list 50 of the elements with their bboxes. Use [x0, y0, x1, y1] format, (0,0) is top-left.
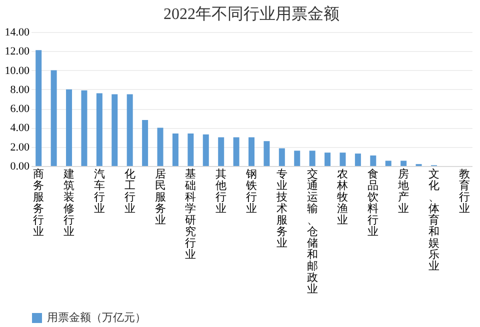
category-label: 文化、体育和娱乐业: [428, 168, 440, 272]
bar: [324, 152, 331, 166]
bar: [218, 137, 224, 166]
bar: [264, 141, 270, 166]
x-tick-label: 钢铁行业: [245, 168, 257, 215]
y-tick-label: 8.00: [10, 84, 30, 96]
bar: [340, 152, 346, 166]
bar: [142, 120, 148, 166]
category-label: 交通运输、仓储和邮政业: [306, 168, 318, 296]
bar: [248, 137, 254, 166]
bar: [233, 137, 240, 166]
bar: [294, 150, 300, 166]
y-tick-label: 14.00: [4, 26, 30, 38]
bar: [157, 128, 164, 166]
bar: [385, 160, 392, 166]
chart-title: 2022年不同行业用票金额: [164, 5, 340, 23]
y-tick-label: 0.00: [10, 160, 30, 172]
y-tick-label: 6.00: [10, 103, 30, 116]
x-tick-label: 基础科学研究行业: [184, 168, 196, 261]
x-tick-label: 居民服务业: [154, 168, 166, 226]
x-tick-label: 专业技术服务业: [275, 168, 288, 250]
bar: [126, 94, 133, 166]
y-tick-label: 12.00: [4, 46, 30, 58]
x-tick-label: 化工行业: [124, 168, 136, 215]
y-tick-label: 10.00: [4, 64, 30, 77]
x-tick-label: 汽车行业: [94, 168, 105, 215]
x-tick-label: 房地产业: [397, 168, 410, 215]
bar: [112, 94, 118, 166]
bar: [202, 134, 209, 166]
x-tick-label: 其他行业: [216, 168, 227, 215]
bar: [81, 90, 88, 166]
bar: [96, 93, 102, 166]
x-tick-label: 农林牧渔业: [336, 168, 348, 226]
x-tick-label: 食品饮料行业: [366, 168, 379, 238]
y-tick-label: 2.00: [10, 141, 30, 154]
bar: [188, 133, 194, 166]
bar: [172, 133, 178, 166]
bar: [400, 160, 407, 166]
bar: [309, 150, 316, 166]
x-tick-label: 建筑装修行业: [62, 168, 75, 238]
bar: [36, 50, 42, 166]
bar: [370, 155, 376, 166]
bar: [278, 148, 285, 166]
y-tick-label: 4.00: [10, 122, 30, 134]
bar: [66, 89, 72, 166]
x-tick-label: 商务服务行业: [33, 168, 44, 238]
bar: [50, 70, 57, 166]
bar: [354, 154, 361, 166]
legend-label: 用票金额（万亿元）: [47, 311, 146, 324]
x-tick-label: 教育行业: [458, 168, 470, 215]
